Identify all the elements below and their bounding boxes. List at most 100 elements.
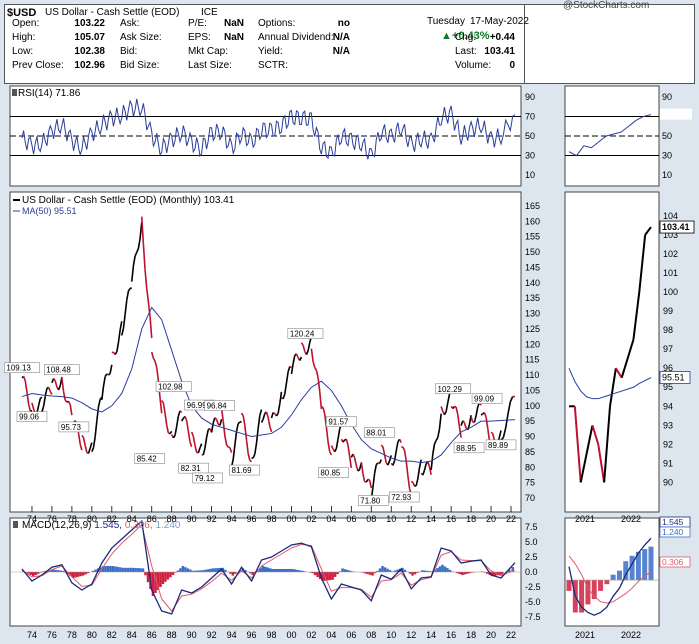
annotation-box [435,383,472,395]
symbol[interactable]: $USD [7,7,37,19]
price-x-tick: 10 [386,514,396,524]
macd-hist-bar [146,572,150,583]
macd-x-tick: 82 [107,630,117,640]
price-segment [435,437,439,441]
price-segment [490,431,494,435]
annotation-box [485,439,517,451]
price-segment [224,435,228,446]
macd-hist-bar [234,572,237,574]
macd-hist-bar [466,572,469,574]
macd-hist-bar [378,568,382,572]
price-x-tick: 18 [466,514,476,524]
macd-hist-bar [493,572,497,576]
price-annotation: 120.24 [290,330,315,339]
price-segment [378,459,383,464]
macd-x-tick: 92 [207,630,217,640]
price-segment [454,405,457,408]
price-annotation: 85.42 [137,455,158,464]
macd-zoom-hist-bar [610,574,616,581]
macd-x-tick: 06 [346,630,356,640]
price-segment [101,386,105,401]
price-segment [438,413,442,430]
rsi-zoom-axis-tick: 90 [662,92,672,102]
price-x-tick: 08 [366,514,376,524]
quote-label: Options: [258,18,296,29]
price-zoom-axis-tick: 104 [663,211,678,221]
price-segment [327,441,331,452]
price-x-tick: 80 [87,514,97,524]
price-segment [94,420,98,437]
macd-hist-bar [181,566,185,572]
price-segment [345,439,349,446]
price-segment [382,446,386,455]
price-segment [24,380,28,393]
price-segment [119,321,123,331]
price-segment [330,445,334,450]
price-segment [325,426,329,442]
price-x-tick: 98 [266,514,276,524]
price-segment [144,269,148,289]
macd-hist-bar [229,572,232,574]
price-segment [295,353,299,358]
quote-label: Yield: [258,46,283,57]
macd-hist-bar [191,570,195,572]
price-segment [468,415,472,425]
last-value-label: 103.41 [662,222,690,232]
macd-hist-bar [179,568,182,572]
rsi-axis-tick: 50 [525,131,535,141]
price-x-tick: 90 [187,514,197,524]
price-segment [463,422,467,429]
macd-hist-bar [159,572,162,587]
macd-hist-bar [293,569,297,572]
rsi-axis-tick: 10 [525,170,535,180]
macd-x-tick: 94 [227,630,237,640]
annotation-box [204,400,235,411]
macd-hist-bar [433,569,437,572]
price-segment [61,377,65,392]
price-x-tick: 22 [506,514,516,524]
macd-label: MACD(12,26,9) 1.545, 0.306, 1.240 [22,520,181,531]
price-segment [107,372,111,376]
macd-hist-bar [249,572,252,574]
macd-hist-bar [76,572,80,577]
price-segment [299,356,303,361]
price-zoom-axis-tick: 102 [663,249,678,259]
macd-hist-bar [408,572,412,574]
quote-label: Low: [12,46,34,57]
price-segment [473,415,477,423]
price-segment [140,216,145,245]
macd-hist-bar [36,572,40,574]
macd-hist-bar [446,568,449,572]
price-segment [272,411,276,415]
price-annotation: 88.95 [456,444,477,453]
annotation-box [192,472,223,484]
price-segment [504,413,509,429]
rsi-axis-tick: 30 [525,151,535,161]
price-segment [337,428,341,440]
macd-hist-bar [129,567,132,572]
price-segment [507,401,512,414]
macd-hist-bar [134,567,137,572]
macd-zoom-line [568,537,652,616]
macd-x-tick: 22 [506,630,516,640]
price-segment [292,355,296,364]
price-axis-tick: 70 [525,493,535,503]
macd-hist-bar [106,566,110,572]
price-zoom-axis-tick: 99 [663,306,673,316]
quote-value: 102.38 [74,46,105,57]
price-axis-tick: 125 [525,324,540,334]
rsi-axis-tick: 90 [525,92,535,102]
quote-value: 103.22 [74,18,105,29]
price-segment [82,437,86,446]
price-segment [37,398,42,406]
price-segment [254,443,258,455]
price-segment [89,442,93,449]
price-segment [142,244,146,270]
macd-axis-tick: 7.5 [525,522,538,532]
exchange: ICE [201,7,218,18]
price-segment [422,469,426,476]
price-segment [97,399,101,407]
macd-hist-bar [216,568,220,572]
price-segment [277,403,281,414]
macd-hist-bar [174,572,177,573]
